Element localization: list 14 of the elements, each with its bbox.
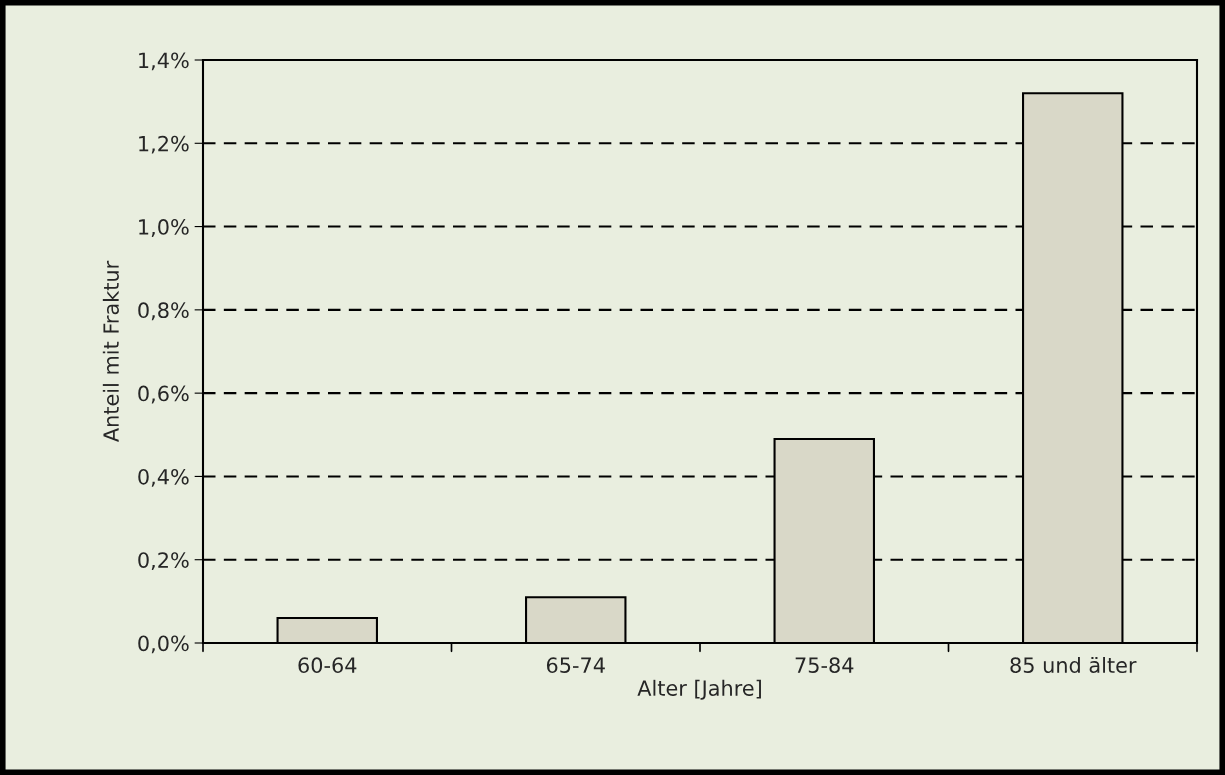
- y-tick-label: 0,4%: [138, 468, 189, 487]
- x-axis-title: Alter [Jahre]: [637, 679, 761, 700]
- y-tick-label: 0,2%: [138, 552, 189, 571]
- x-tick-label: 65-74: [546, 657, 605, 674]
- x-tick-label: 60-64: [298, 657, 357, 674]
- y-tick-label: 0,6%: [138, 385, 189, 404]
- y-axis-title: Anteil mit Fraktur: [102, 260, 119, 442]
- y-tick-label: 1,4%: [139, 52, 189, 71]
- y-tick-label: 1,0%: [139, 219, 189, 237]
- y-tick-label: 1,2%: [139, 135, 189, 154]
- y-tick-label: 0,0%: [138, 635, 189, 654]
- x-tick-label: 85 und älter: [1010, 656, 1137, 674]
- y-tick-label: 0,8%: [138, 302, 189, 321]
- x-tick-label: 75-84: [795, 657, 854, 674]
